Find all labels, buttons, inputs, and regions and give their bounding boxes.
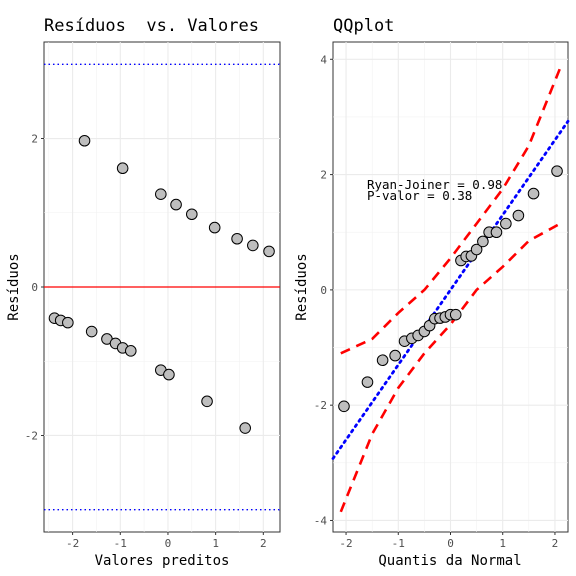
residuals-point [247,239,259,252]
qqplot-x-axis-title: Quantis da Normal [378,553,521,569]
residuals-point [78,134,91,147]
qqplot-y-ticks: -4 -2 0 2 4 [314,53,333,527]
residuals-y-ticks: -2 0 2 [25,133,44,442]
residuals-x-ticks: -2 -1 0 1 2 [66,532,267,550]
qqplot-x-tick-label: 2 [552,537,559,550]
qqplot-point [376,354,389,367]
residuals-point [208,221,221,234]
qqplot-y-tick-label: -2 [314,399,327,412]
qqplot-point [338,400,350,413]
qqplot-points [338,165,563,413]
qqplot-point [470,243,483,256]
qqplot-y-tick-label: 0 [320,284,327,297]
qqplot-gridlines [333,42,568,532]
residuals-point [263,245,275,258]
ryan-joiner-annotation: Ryan-Joiner = 0.98 [367,177,502,192]
qqplot-point [490,226,503,239]
qqplot-point [361,376,374,388]
qqplot-point [551,165,563,177]
qqplot-y-tick-label: -4 [314,514,328,527]
residuals-x-axis-title: Valores preditos [95,553,230,569]
residuals-x-tick-label: -1 [114,537,127,550]
qqplot-panel-title: QQplot [333,16,394,36]
residuals-point [170,198,182,211]
residuals-y-axis-title: Resíduos [6,253,22,320]
residuals-point [163,368,175,381]
residuals-point [239,422,251,434]
residuals-point [155,188,167,200]
qqplot-point [449,308,462,321]
qqplot-point [389,349,401,362]
residuals-panel-title: Resíduos vs. Valores [44,16,259,36]
residuals-y-tick-label: 2 [31,133,38,146]
qqplot-x-tick-label: -1 [392,537,405,550]
qqplot-point [477,235,489,248]
residuals-x-tick-label: 2 [260,537,267,550]
residuals-x-tick-label: 1 [212,537,219,550]
qqplot-point [512,209,525,222]
qqplot-x-tick-label: 0 [447,537,454,550]
residuals-point [85,325,98,338]
qqplot-point [500,217,512,230]
residuals-point [201,395,213,408]
residuals-point [62,316,74,329]
qqplot-y-tick-label: 4 [320,53,327,66]
qqplot-x-tick-label: -2 [339,537,352,550]
residuals-x-tick-label: -2 [66,537,79,550]
qqplot-y-axis-title: Resíduos [294,253,310,320]
residuals-y-tick-label: 0 [31,281,38,294]
residuals-point [124,345,137,357]
residuals-panel: Resíduos vs. Valores -2 0 2 -2 -1 0 1 2 Valore… [6,16,281,569]
residuals-reference-lines [44,63,280,511]
p-value-annotation: P-valor = 0.38 [367,188,472,203]
qqplot-x-ticks: -2 -1 0 1 2 [339,532,558,550]
qqplot-panel: QQplot Ryan-Joiner = 0.98 P-valor = 0.38… [294,16,570,569]
residuals-point [116,162,129,175]
qqplot-y-tick-label: 2 [320,169,327,182]
residuals-point [231,232,243,245]
residuals-point [185,208,198,221]
qqplot-point [527,187,540,200]
residuals-points [48,134,275,434]
residuals-x-tick-label: 0 [165,537,172,550]
residuals-y-tick-label: -2 [25,429,38,442]
qqplot-x-tick-label: 1 [499,537,506,550]
